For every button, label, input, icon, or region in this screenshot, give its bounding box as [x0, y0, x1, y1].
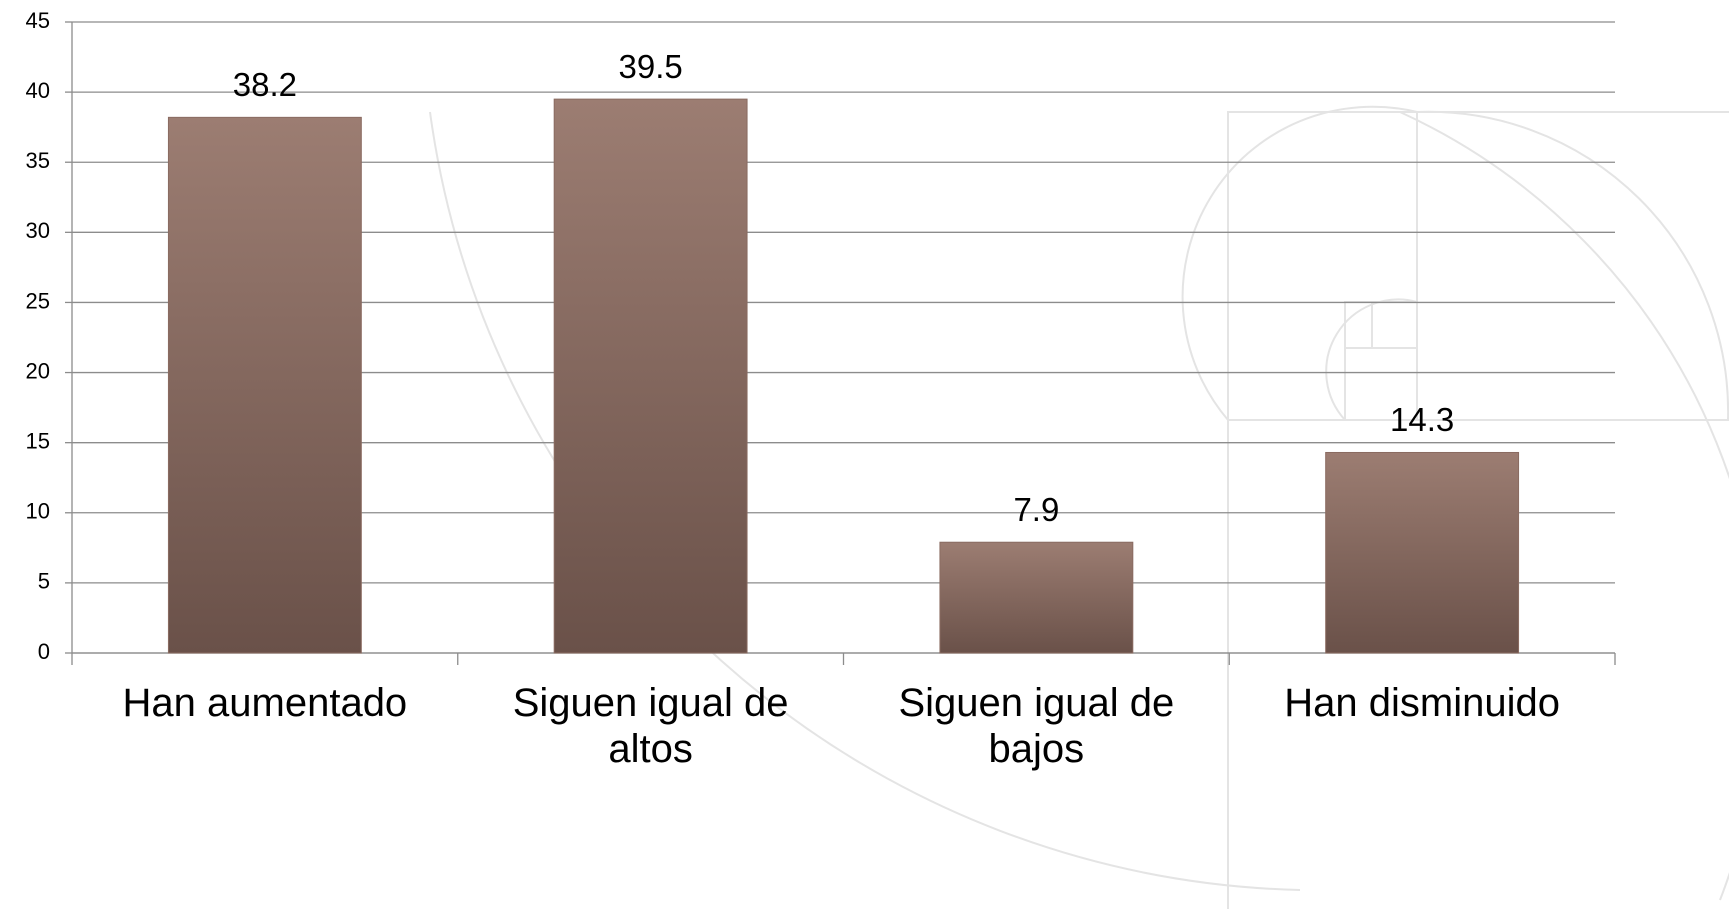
y-tick-label: 10 [26, 499, 50, 524]
bar [553, 98, 748, 654]
x-tick-label: Han aumentado [122, 681, 408, 725]
x-tick-label: Siguen igual de bajos [898, 681, 1175, 771]
bar [1325, 451, 1520, 654]
value-label: 39.5 [619, 48, 683, 85]
value-label: 38.2 [233, 66, 297, 103]
value-label: 14.3 [1390, 401, 1454, 438]
y-tick-label: 0 [38, 639, 50, 664]
y-tick-label: 20 [26, 358, 50, 383]
watermark [429, 105, 1729, 909]
bar [167, 116, 362, 654]
y-tick-label: 35 [26, 148, 50, 173]
y-tick-label: 45 [26, 8, 50, 33]
y-tick-label: 30 [26, 218, 50, 243]
y-tick-label: 40 [26, 78, 50, 103]
x-tick-label: Siguen igual de altos [512, 681, 789, 771]
y-tick-label: 25 [26, 288, 50, 313]
y-tick-label: 5 [38, 569, 50, 594]
value-label: 7.9 [1013, 491, 1059, 528]
y-tick-label: 15 [26, 428, 50, 453]
x-tick-label: Han disminuido [1284, 681, 1560, 725]
bar [939, 541, 1134, 654]
